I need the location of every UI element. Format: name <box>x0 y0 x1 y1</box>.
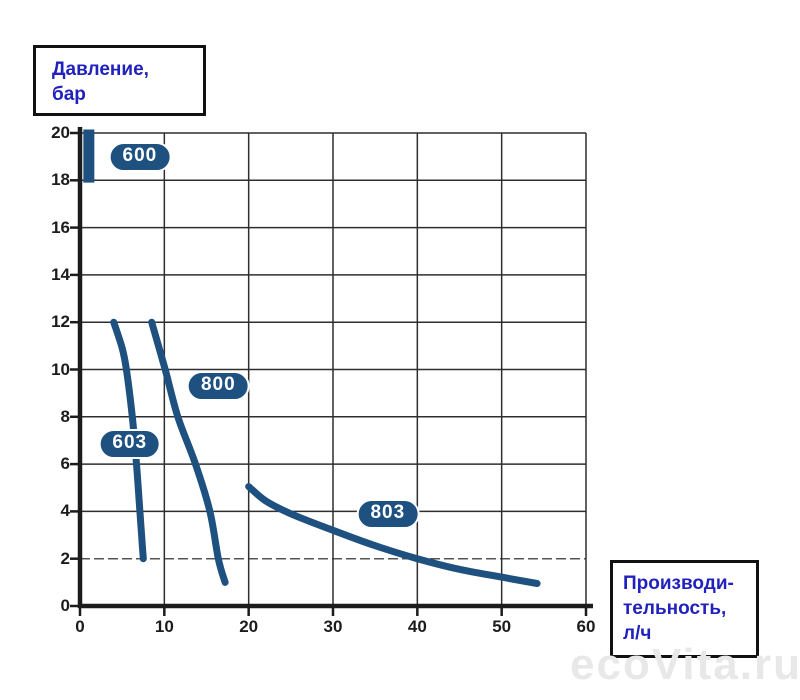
y-tick-label: 2 <box>60 548 70 568</box>
plot-area: 600 603 800 803 <box>70 127 593 616</box>
x-tick-label: 50 <box>492 617 512 636</box>
x-tick-label: 60 <box>576 617 596 636</box>
y-axis-label-line1: Давление, <box>52 59 149 80</box>
y-tick-label: 4 <box>60 501 70 521</box>
x-tick-label: 20 <box>239 617 259 636</box>
x-tick-label: 10 <box>154 617 174 636</box>
y-axis-label-box: Давление, бар <box>33 45 206 116</box>
x-axis-label-line3: л/ч <box>623 623 652 645</box>
y-tick-label: 20 <box>51 123 70 142</box>
y-tick-label: 6 <box>60 454 70 474</box>
curve-800 <box>148 318 229 586</box>
series-badge-603: 603 <box>98 429 162 459</box>
curve-803 <box>245 483 541 587</box>
x-tick-label: 40 <box>407 617 427 636</box>
x-axis-label-line1: Производи- <box>623 573 734 594</box>
y-tick-label: 8 <box>60 406 70 426</box>
x-tick-label: 30 <box>323 617 343 636</box>
y-tick-label: 18 <box>51 170 70 190</box>
series-badge-800: 800 <box>186 371 250 401</box>
y-axis-label-line2: бар <box>52 84 86 106</box>
x-axis-label-box: Производи- тельность, л/ч <box>610 560 759 658</box>
series-badge-803: 803 <box>356 498 420 529</box>
y-tick-label: 16 <box>51 217 70 237</box>
y-tick-label: 0 <box>60 596 70 615</box>
y-tick-label: 14 <box>51 264 70 284</box>
y-tick-label: 10 <box>51 359 70 379</box>
y-tick-label: 12 <box>51 312 70 332</box>
x-axis-label-line2: тельность, <box>623 598 727 620</box>
watermark-text: ecoVita.ru <box>570 640 800 689</box>
x-tick-label: 0 <box>75 617 85 636</box>
series-badge-600: 600 <box>108 141 172 172</box>
plot-svg <box>70 127 593 616</box>
